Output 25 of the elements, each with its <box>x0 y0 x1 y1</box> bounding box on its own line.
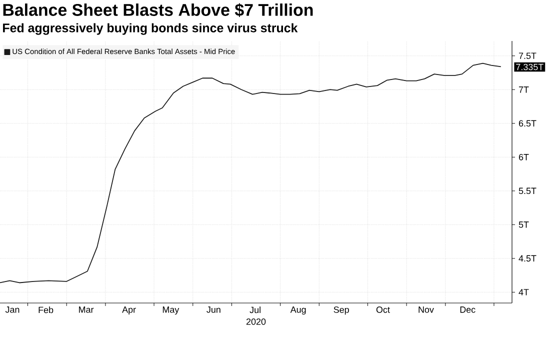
chart-subtitle: Fed aggressively buying bonds since virus struck <box>3 23 298 35</box>
y-tick-label: 6.5T <box>518 120 536 127</box>
y-tick-label: 4T <box>518 289 529 296</box>
x-tick-label: May <box>162 306 180 315</box>
x-tick-label: Jun <box>206 306 220 313</box>
y-tick-label: 4.5T <box>518 255 536 262</box>
y-tick-label: 7T <box>518 86 529 93</box>
x-tick-label: Nov <box>418 306 434 313</box>
x-tick-label: Aug <box>290 306 306 315</box>
x-axis-title: 2020 <box>246 318 266 325</box>
x-tick-label: Sep <box>334 306 349 315</box>
x-tick-label: Mar <box>79 306 94 313</box>
line-series <box>0 62 502 284</box>
x-tick-label: Apr <box>122 306 136 315</box>
x-tick-label: Jul <box>250 306 260 314</box>
y-tick-label: 6T <box>518 154 529 160</box>
x-tick-label: Jan <box>5 306 20 313</box>
x-tick-label: Oct <box>376 306 390 313</box>
chart-title: Balance Sheet Blasts Above $7 Trillion <box>3 3 313 18</box>
y-tick-label: 5.5T <box>518 188 536 194</box>
x-tick-label: Feb <box>38 306 54 314</box>
y-tick-label: 7.5T <box>518 52 536 59</box>
x-tick-label: Dec <box>460 306 476 313</box>
annotation: 7.335T <box>516 64 544 70</box>
y-tick-label: 5T <box>518 222 529 228</box>
